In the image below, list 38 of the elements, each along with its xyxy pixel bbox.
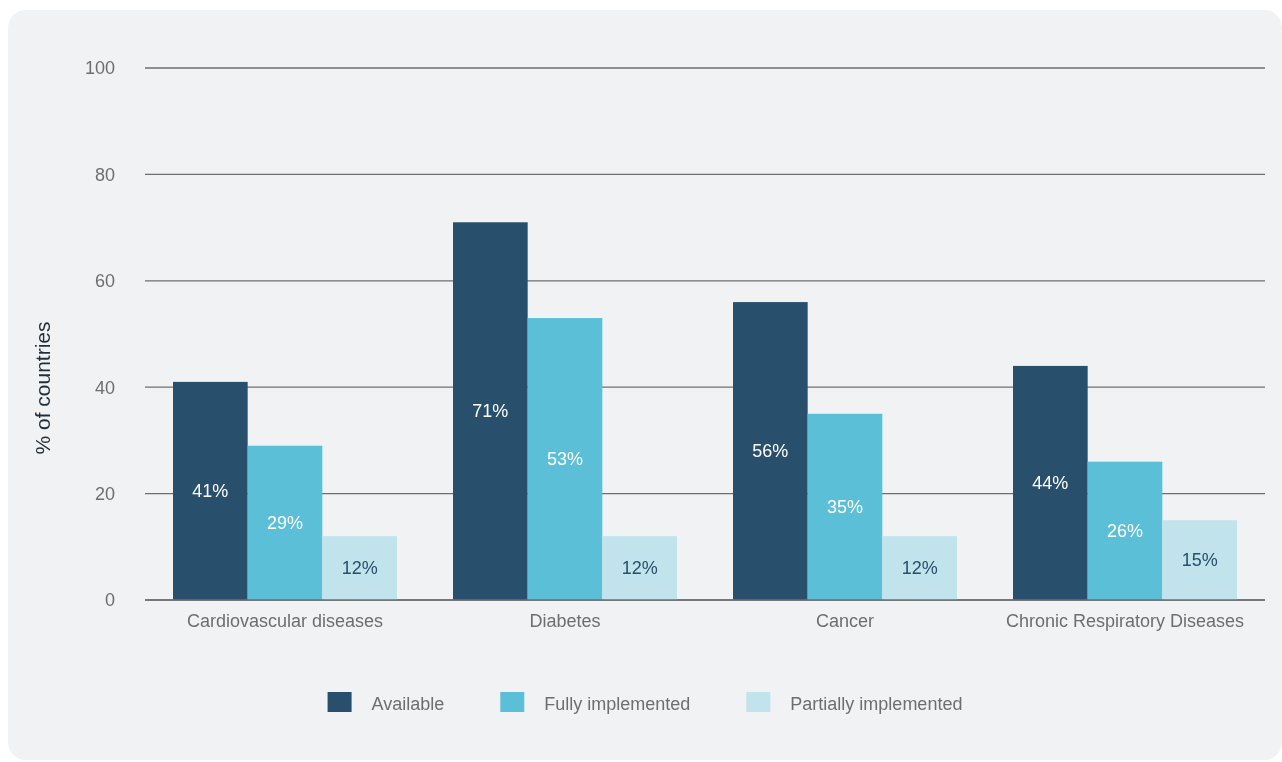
y-tick-label: 40: [94, 377, 115, 398]
bar: [247, 445, 323, 600]
legend-label: Partially implemented: [790, 694, 963, 715]
legend-label: Fully implemented: [544, 694, 691, 715]
y-tick-label: 20: [94, 483, 115, 504]
legend-label: Available: [371, 694, 445, 715]
data-label: 15%: [1181, 550, 1218, 571]
y-tick-label: 80: [94, 164, 115, 185]
data-label: 41%: [192, 481, 229, 502]
bar: [733, 302, 808, 600]
y-tick-label: 100: [84, 58, 115, 79]
bar: [453, 222, 528, 600]
data-label: 71%: [472, 401, 509, 422]
data-label: 35%: [826, 497, 864, 518]
bar: [1087, 461, 1163, 600]
bar: [882, 536, 957, 600]
y-tick-label: 60: [94, 271, 115, 292]
data-label: 56%: [752, 441, 789, 462]
data-label: 12%: [621, 558, 658, 579]
x-tick-label: Diabetes: [529, 611, 601, 632]
bar: [602, 536, 677, 600]
x-tick-label: Chronic Respiratory Diseases: [1005, 611, 1245, 632]
data-label: 12%: [341, 558, 378, 579]
bar: [527, 318, 603, 600]
data-label: 44%: [1032, 473, 1069, 494]
data-label: 29%: [266, 513, 304, 534]
bar: [1162, 520, 1237, 600]
y-tick-label: 0: [104, 590, 115, 611]
x-tick-label: Cardiovascular diseases: [186, 611, 384, 632]
bar: [1013, 365, 1088, 600]
data-label: 26%: [1106, 521, 1144, 542]
data-label: 12%: [901, 558, 938, 579]
bar: [322, 536, 397, 600]
x-tick-label: Cancer: [815, 611, 875, 632]
bar: [173, 381, 248, 600]
bar: [807, 413, 883, 600]
y-axis-title: % of countries: [31, 321, 55, 455]
data-label: 53%: [546, 449, 584, 470]
